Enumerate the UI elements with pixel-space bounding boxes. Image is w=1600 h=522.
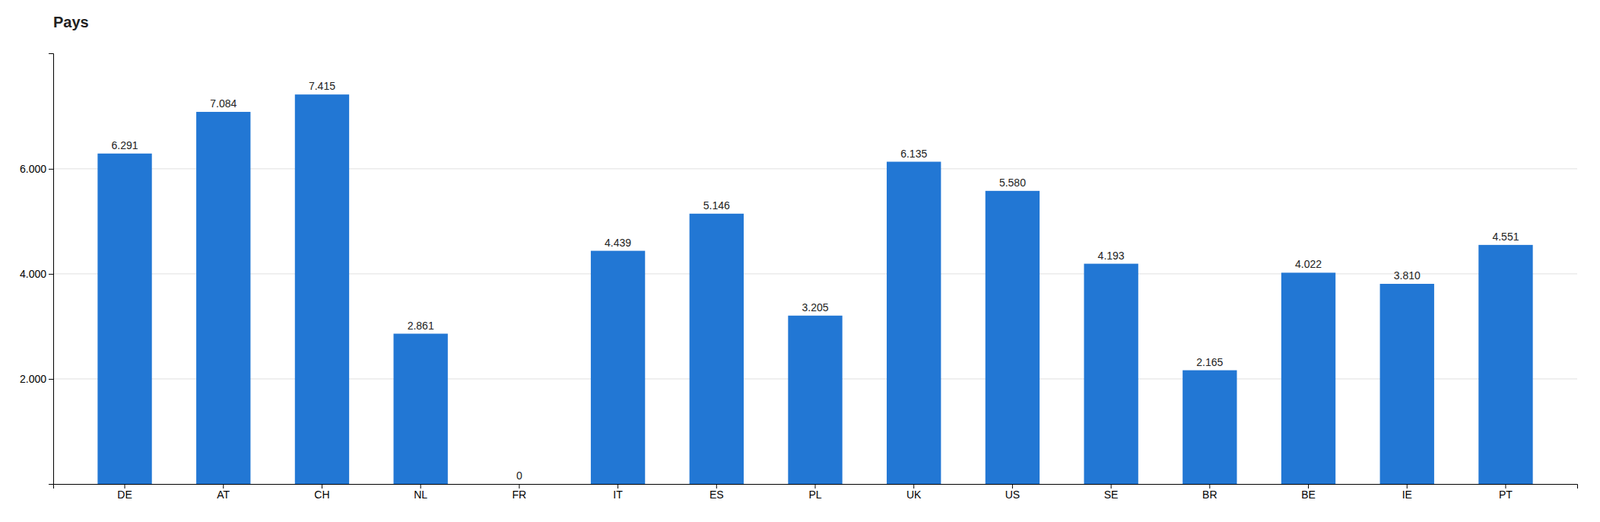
bar (1083, 263, 1138, 484)
bar (295, 94, 350, 484)
x-tick-label: IE (1402, 488, 1413, 501)
bars (97, 94, 1533, 484)
x-tick: AT (216, 483, 230, 501)
y-tick-label: 4.000 (19, 267, 47, 280)
data-label: 7.415 (308, 79, 336, 93)
bar (689, 213, 744, 484)
x-tick-label: IT (612, 488, 623, 501)
bar (393, 333, 448, 484)
x-tick: CH (314, 483, 330, 501)
chart-title: Pays (53, 13, 89, 31)
data-label: 4.022 (1295, 257, 1322, 270)
bar (1478, 244, 1533, 484)
y-axis: 2.000 4.000 6.000 (19, 53, 54, 485)
y-tick-label: 2.000 (19, 372, 47, 385)
bar (1380, 283, 1435, 484)
grid-line (53, 168, 1578, 169)
x-tick-label: SE (1104, 488, 1119, 501)
y-tick-mark (48, 273, 54, 275)
data-labels: 6.291 7.084 7.415 2.861 0 4.439 5.146 3.205 6.13… (111, 79, 1520, 482)
x-tick: IE (1402, 483, 1413, 501)
y-tick-mark (48, 378, 54, 380)
x-tick-label: BR (1202, 488, 1217, 501)
x-tick: FR (512, 483, 527, 501)
data-label: 2.861 (407, 319, 435, 332)
x-tick-label: FR (512, 488, 527, 501)
x-tick: DE (117, 483, 132, 501)
x-tick: BE (1301, 483, 1316, 501)
bar (1281, 272, 1336, 484)
x-tick: ES (709, 483, 724, 501)
bar (985, 190, 1040, 484)
data-label: 6.291 (111, 139, 139, 152)
grid-line (53, 273, 1578, 274)
x-tick: SE (1104, 483, 1119, 501)
data-label: 4.439 (604, 236, 632, 249)
x-tick-label: ES (709, 488, 724, 501)
chart-svg: Pays 6.291 7.084 7.415 2.861 0 4.439 5.146 3.205… (0, 0, 1600, 522)
x-tick-label: UK (906, 488, 922, 501)
x-tick-label: DE (117, 488, 132, 501)
data-label: 3.810 (1393, 269, 1421, 282)
x-tick: US (1005, 483, 1020, 501)
x-tick-label: AT (216, 488, 230, 501)
x-tick-label: US (1005, 488, 1020, 501)
data-label: 4.551 (1492, 230, 1519, 243)
y-axis-line (48, 53, 54, 485)
x-tick: UK (906, 483, 922, 501)
x-tick-label: CH (314, 488, 330, 501)
data-label: 2.165 (1196, 355, 1223, 369)
bar (886, 161, 941, 484)
y-tick: 2.000 (19, 372, 54, 385)
x-tick-label: NL (413, 488, 428, 501)
bar (590, 250, 645, 484)
bar (492, 483, 547, 485)
data-label: 6.135 (900, 147, 927, 160)
x-tick: IT (612, 483, 623, 501)
plot-area: 6.291 7.084 7.415 2.861 0 4.439 5.146 3.205 6.13… (19, 53, 1578, 501)
data-label: 3.205 (801, 301, 829, 314)
bar (1182, 370, 1237, 484)
bar (196, 111, 251, 484)
data-label: 4.193 (1098, 249, 1125, 262)
data-label: 5.146 (703, 199, 731, 212)
data-label: 7.084 (209, 97, 237, 110)
y-tick-label: 6.000 (19, 162, 47, 175)
bar (97, 153, 152, 484)
x-tick: NL (413, 483, 428, 501)
x-tick-label: BE (1301, 488, 1316, 501)
bar (787, 315, 842, 484)
x-tick: BR (1202, 483, 1217, 501)
data-label: 5.580 (999, 176, 1026, 189)
y-tick: 4.000 (19, 267, 54, 280)
x-tick-label: PL (808, 488, 822, 501)
data-label: 0 (516, 469, 523, 482)
y-tick: 6.000 (19, 162, 54, 175)
x-tick: PL (808, 483, 822, 501)
x-axis: DE AT CH NL FR IT ES PL UK US SE BR BE IE PT (53, 483, 1578, 501)
y-tick-mark (48, 168, 54, 170)
x-tick: PT (1498, 483, 1513, 501)
x-tick-label: PT (1498, 488, 1513, 501)
